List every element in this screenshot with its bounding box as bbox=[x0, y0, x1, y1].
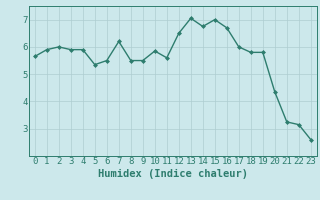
X-axis label: Humidex (Indice chaleur): Humidex (Indice chaleur) bbox=[98, 169, 248, 179]
